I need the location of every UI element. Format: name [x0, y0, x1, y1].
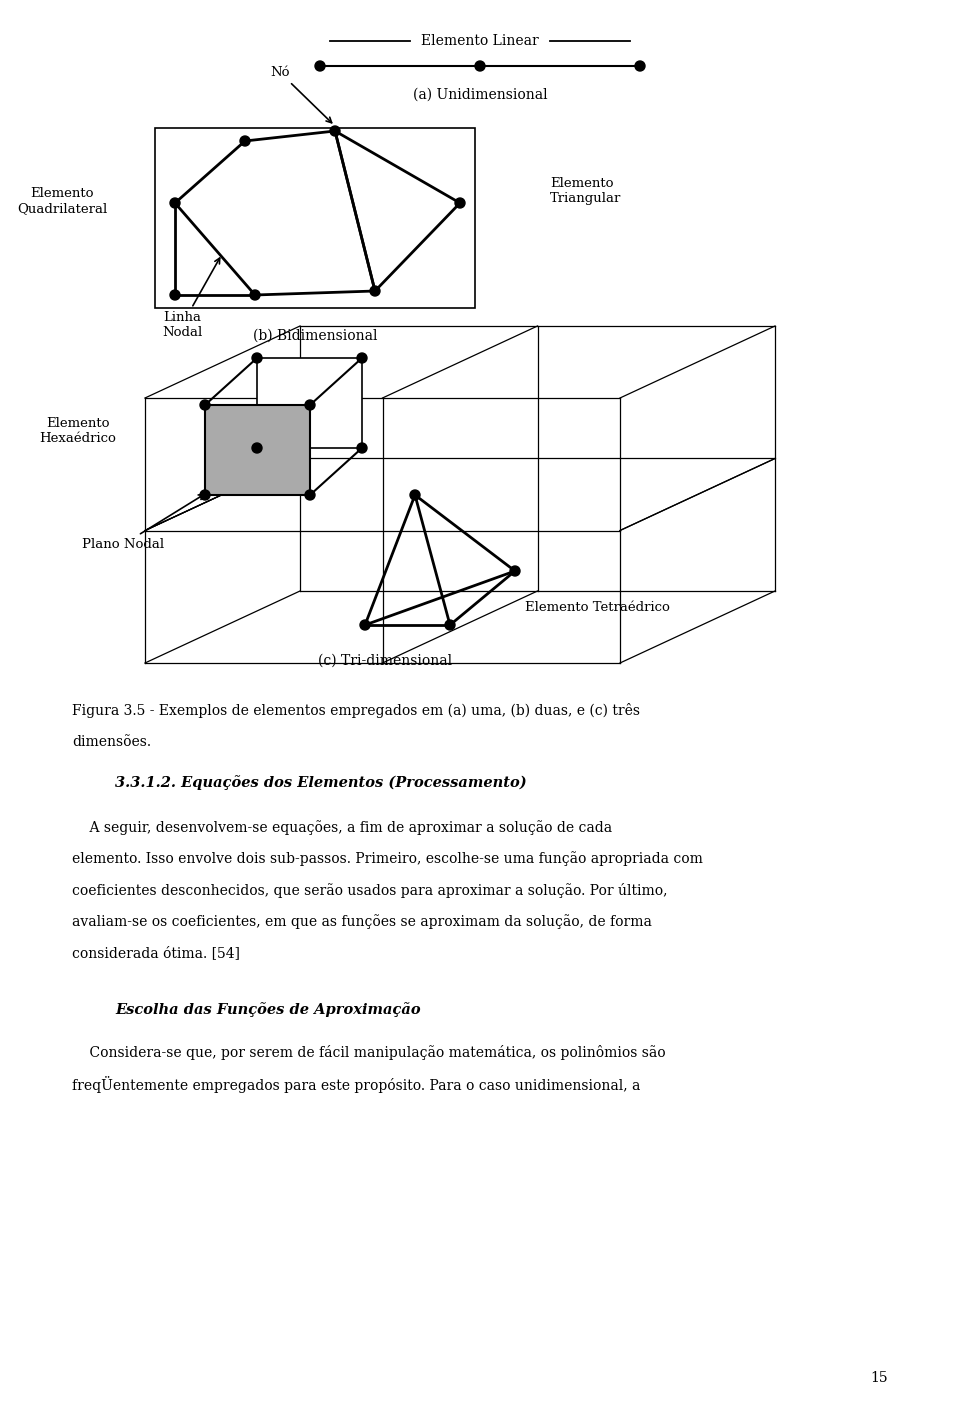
Circle shape: [252, 353, 262, 363]
Text: avaliam-se os coeficientes, em que as funções se aproximam da solução, de forma: avaliam-se os coeficientes, em que as fu…: [72, 914, 652, 930]
Circle shape: [330, 126, 340, 136]
Circle shape: [357, 444, 367, 454]
Text: Escolha das Funções de Aproximação: Escolha das Funções de Aproximação: [115, 1002, 420, 1017]
Text: Plano Nodal: Plano Nodal: [82, 495, 204, 551]
Text: 3.3.1.2. Equações dos Elementos (Processamento): 3.3.1.2. Equações dos Elementos (Process…: [115, 774, 527, 790]
Text: elemento. Isso envolve dois sub-passos. Primeiro, escolhe-se uma função apropria: elemento. Isso envolve dois sub-passos. …: [72, 852, 703, 866]
Bar: [205, 406, 310, 495]
Circle shape: [360, 620, 370, 630]
Text: freqÜentemente empregados para este propósito. Para o caso unidimensional, a: freqÜentemente empregados para este prop…: [72, 1077, 640, 1094]
Circle shape: [200, 490, 210, 500]
Circle shape: [455, 198, 465, 208]
Circle shape: [305, 490, 315, 500]
Text: dimensões.: dimensões.: [72, 735, 151, 749]
Circle shape: [445, 620, 455, 630]
Text: Figura 3.5 - Exemplos de elementos empregados em (a) uma, (b) duas, e (c) três: Figura 3.5 - Exemplos de elementos empre…: [72, 704, 640, 718]
Circle shape: [315, 61, 325, 71]
Circle shape: [357, 353, 367, 363]
Text: Elemento Linear: Elemento Linear: [421, 34, 539, 48]
Text: Nó: Nó: [271, 66, 331, 123]
Text: Elemento
Quadrilateral: Elemento Quadrilateral: [17, 187, 108, 215]
Text: Elemento
Triangular: Elemento Triangular: [550, 177, 621, 205]
Circle shape: [200, 400, 210, 410]
Text: (a) Unidimensional: (a) Unidimensional: [413, 88, 547, 102]
Bar: [155, 129, 475, 308]
Text: A seguir, desenvolvem-se equações, a fim de aproximar a solução de cada: A seguir, desenvolvem-se equações, a fim…: [72, 820, 612, 835]
Text: Elemento
Hexaédrico: Elemento Hexaédrico: [39, 417, 116, 445]
Circle shape: [240, 136, 250, 146]
Circle shape: [410, 490, 420, 500]
Circle shape: [510, 567, 520, 577]
Text: Linha
Nodal: Linha Nodal: [162, 259, 220, 339]
Text: 15: 15: [871, 1371, 888, 1385]
Text: Elemento Tetraédrico: Elemento Tetraédrico: [525, 602, 670, 615]
Bar: [257, 357, 362, 448]
Text: considerada ótima. [54]: considerada ótima. [54]: [72, 945, 240, 959]
Text: (c) Tri-dimensional: (c) Tri-dimensional: [318, 654, 452, 668]
Circle shape: [370, 285, 380, 295]
Circle shape: [170, 290, 180, 300]
Circle shape: [475, 61, 485, 71]
Circle shape: [252, 444, 262, 454]
Circle shape: [250, 290, 260, 300]
Circle shape: [635, 61, 645, 71]
Circle shape: [170, 198, 180, 208]
Circle shape: [305, 400, 315, 410]
Text: (b) Bidimensional: (b) Bidimensional: [252, 329, 377, 343]
Text: coeficientes desconhecidos, que serão usados para aproximar a solução. Por últim: coeficientes desconhecidos, que serão us…: [72, 883, 667, 899]
Text: Considera-se que, por serem de fácil manipulação matemática, os polinômios são: Considera-se que, por serem de fácil man…: [72, 1044, 665, 1060]
